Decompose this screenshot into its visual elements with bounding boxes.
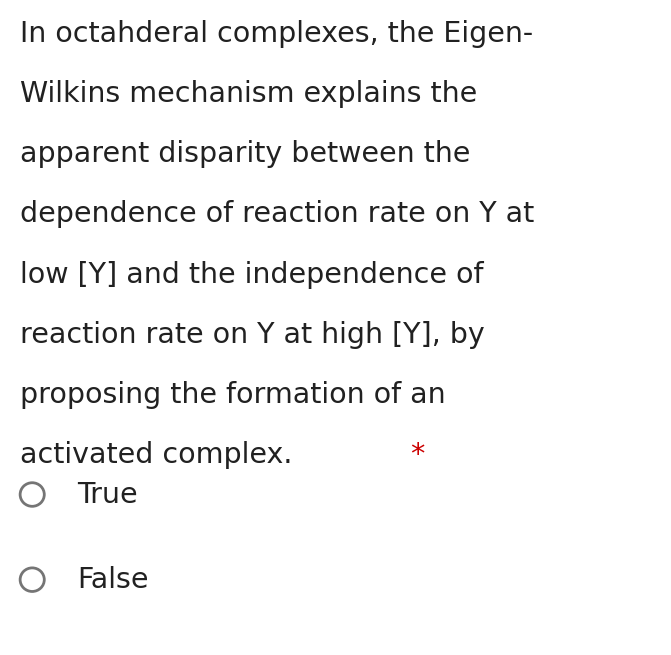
Text: *: * xyxy=(402,441,425,470)
Text: In octahderal complexes, the Eigen-: In octahderal complexes, the Eigen- xyxy=(20,20,533,48)
Text: activated complex.: activated complex. xyxy=(20,441,293,470)
Text: False: False xyxy=(77,566,149,593)
Text: low [Y] and the independence of: low [Y] and the independence of xyxy=(20,261,484,289)
Text: apparent disparity between the: apparent disparity between the xyxy=(20,140,470,168)
Text: reaction rate on Y at high [Y], by: reaction rate on Y at high [Y], by xyxy=(20,321,485,349)
Text: True: True xyxy=(77,481,138,508)
Text: dependence of reaction rate on Y at: dependence of reaction rate on Y at xyxy=(20,200,534,229)
Text: Wilkins mechanism explains the: Wilkins mechanism explains the xyxy=(20,80,477,108)
Text: proposing the formation of an: proposing the formation of an xyxy=(20,381,446,409)
